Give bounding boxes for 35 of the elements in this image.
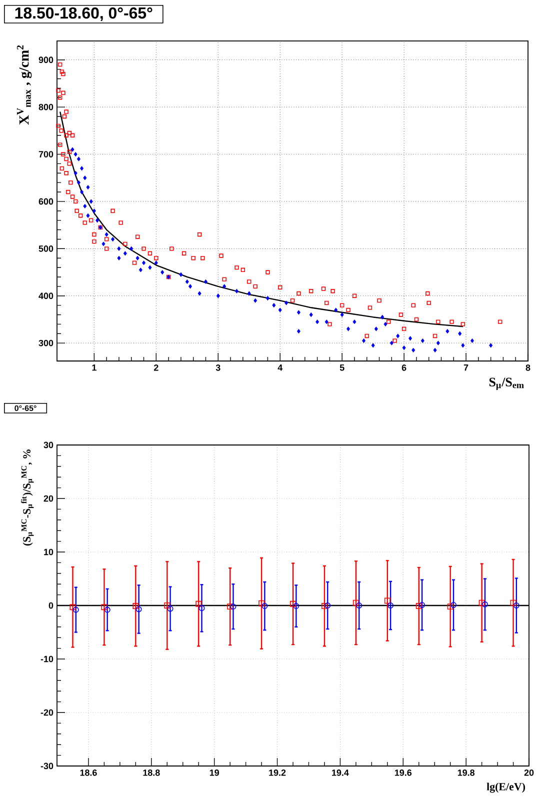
x-tick-label: 8 (526, 364, 530, 371)
x-tick-label: 5 (340, 364, 344, 371)
x-tick-label: 4 (278, 364, 282, 371)
x-axis-title: S$_{μ}$/S$_{em}$ (489, 378, 524, 390)
x-tick-label: 20 (524, 770, 534, 776)
y-tick-label: 400 (38, 292, 53, 300)
y-tick-label: 30 (44, 442, 53, 448)
x-tick-label: 2 (154, 364, 158, 371)
y-tick-label: 0 (48, 602, 53, 609)
x-tick-label: 7 (464, 364, 468, 371)
x-tick-label: 6 (402, 364, 406, 371)
y-tick-label: 20 (44, 495, 53, 502)
x-tick-label: 1 (92, 364, 96, 371)
y-tick-label: 800 (38, 104, 53, 110)
x-tick-label: 19.6 (394, 770, 412, 776)
chart-title: 18.50-18.60, 0°-65° (15, 7, 152, 21)
y-tick-label: 500 (38, 245, 53, 252)
y-tick-label: -30 (40, 762, 53, 770)
y-tick-label: -20 (40, 709, 53, 716)
y-tick-label: 700 (38, 151, 53, 158)
x-tick-label: 19.4 (332, 770, 349, 776)
x-tick-label: 18.8 (143, 770, 160, 776)
y-tick-label: 900 (38, 56, 53, 64)
x-tick-label: 3 (216, 364, 220, 371)
y-tick-label: 300 (38, 340, 53, 346)
x-tick-label: 19 (210, 770, 219, 776)
y-tick-label: -10 (40, 656, 53, 662)
x-tick-label: 19.8 (458, 770, 474, 776)
x-axis-title: lg(E/eV) (486, 782, 525, 793)
x-tick-label: 18.6 (80, 770, 97, 776)
y-axis-title: X$^{V}$$_{max}$ , g/cm$^{2}$ (16, 45, 32, 125)
y-tick-label: 600 (38, 198, 53, 205)
y-tick-label: 10 (44, 548, 53, 556)
text: (S$_{μ}$$^{MC}$-S$_{μ}$$^{fit}$)/S$_{μ}$$^{MC}$, % (20, 450, 34, 546)
x-tick-label: 19.2 (268, 770, 286, 776)
